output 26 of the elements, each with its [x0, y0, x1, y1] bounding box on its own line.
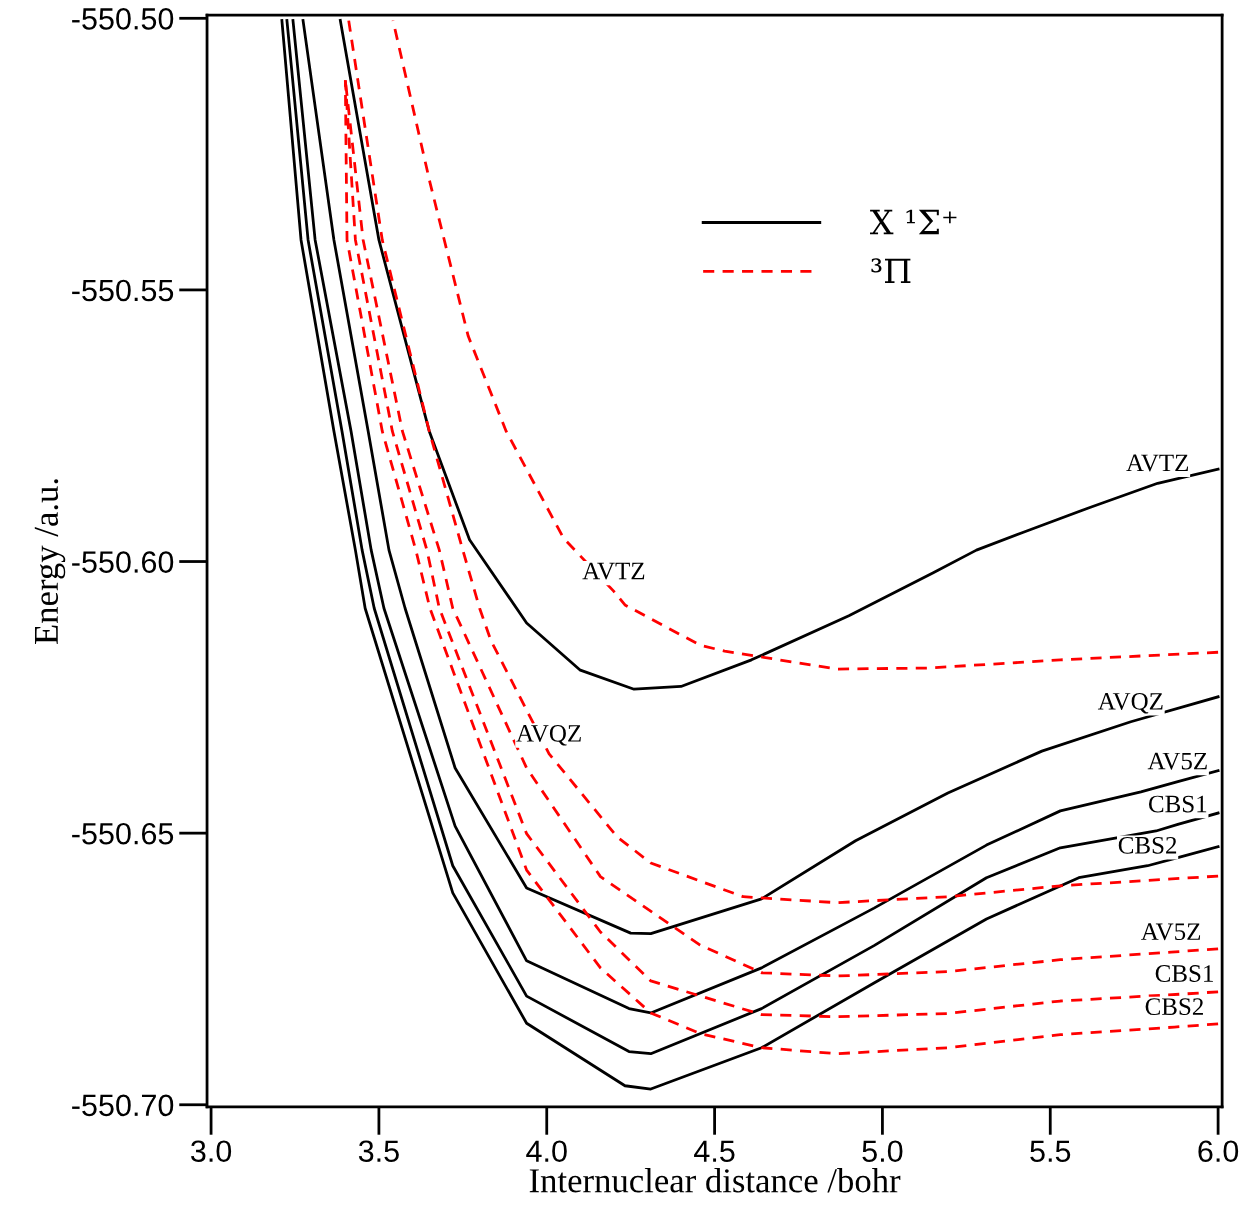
legend-label: X ¹Σ⁺: [870, 209, 957, 235]
annotation: AVQZ: [1097, 692, 1163, 714]
x-tick-label: 3.5: [358, 1140, 399, 1163]
annotation: AVTZ: [1126, 454, 1189, 472]
annotation: AVQZ: [516, 725, 581, 746]
annotation: CBS1: [1155, 965, 1213, 982]
annotation: AV5Z: [1141, 923, 1201, 941]
x-tick-label: 4.5: [694, 1140, 735, 1163]
y-tick-label: -550.65: [72, 822, 174, 845]
annotation: AVTZ: [582, 562, 645, 580]
y-tick-label: -550.60: [72, 551, 174, 573]
x-tick-label: 5.5: [1030, 1140, 1071, 1163]
y-tick-label: -550.55: [72, 279, 174, 302]
y-tick-label: -550.50: [72, 8, 174, 30]
annotation: CBS1: [1148, 795, 1207, 813]
annotation: AV5Z: [1147, 752, 1207, 770]
x-tick-label: 3.0: [191, 1140, 232, 1163]
x-axis-title: Internuclear distance /bohr: [529, 1168, 901, 1193]
annotation: CBS2: [1145, 998, 1203, 1016]
y-tick-label: -550.70: [72, 1094, 174, 1117]
legend-label: ³Π: [871, 258, 911, 284]
y-axis-title: Energy /a.u.: [34, 479, 66, 645]
x-tick-label: 6.0: [1198, 1140, 1239, 1163]
annotation: CBS2: [1118, 836, 1177, 854]
x-tick-label: 5.0: [862, 1140, 903, 1163]
x-tick-label: 4.0: [526, 1140, 567, 1163]
